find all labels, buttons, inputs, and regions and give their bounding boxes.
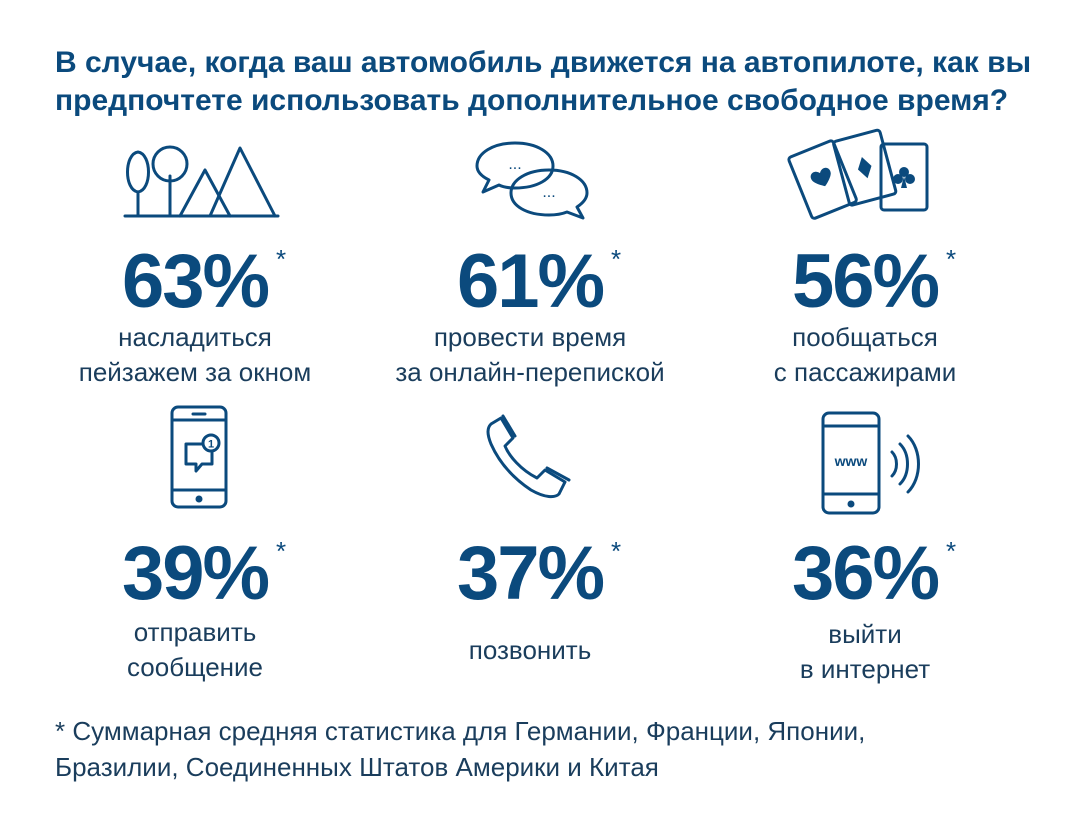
chat-dots-bottom: ... [542, 184, 555, 201]
stat-label-cards: пообщаться с пассажирами [773, 322, 957, 387]
asterisk: * [610, 536, 622, 566]
www-label: www [834, 453, 868, 469]
footnote-line-1: * Суммарная средняя статистика для Герма… [55, 716, 866, 746]
phone-www-icon: www [820, 410, 930, 520]
stat-label-message: отправить сообщение [126, 617, 263, 682]
stat-call: 37% * позвонить [360, 402, 700, 692]
stat-internet: www 36% * выйти в интернет [695, 402, 1035, 692]
stat-cards: 56% * пообщаться с пассажирами [695, 128, 1035, 400]
page-title: В случае, когда ваш автомобиль движется … [55, 44, 1055, 120]
stat-label-chat: провести время за онлайн-перепиской [395, 322, 665, 387]
message-count: 1 [208, 439, 214, 451]
phone-message-icon: 1 [169, 404, 231, 510]
stat-label-landscape: насладиться пейзажем за окном [78, 322, 312, 387]
landscape-icon [120, 140, 280, 220]
title-line-2: предпочтете использовать дополнительное … [55, 84, 1009, 117]
asterisk: * [275, 536, 287, 566]
title-line-1: В случае, когда ваш автомобиль движется … [55, 46, 1032, 79]
stat-label-internet: выйти в интернет [799, 619, 931, 684]
asterisk: * [945, 244, 957, 274]
footnote-line-2: Бразилии, Соединенных Штатов Америки и К… [55, 752, 659, 782]
chat-bubbles-icon: ... ... [475, 140, 595, 225]
stat-message: 1 39% * отправить сообщение [25, 402, 365, 692]
stat-value-internet: 36% * [791, 531, 957, 616]
footnote: * Суммарная средняя статистика для Герма… [55, 713, 1055, 785]
chat-dots-top: ... [508, 156, 521, 173]
asterisk: * [610, 244, 622, 274]
telephone-handset-icon [485, 414, 580, 501]
stat-chat: ... ... 61% * провести время за онлайн-пе… [360, 140, 700, 400]
stat-value-message: 39% * [121, 531, 287, 616]
stat-landscape: 63% * насладиться пейзажем за окном [25, 140, 365, 400]
stat-value-cards: 56% * [791, 239, 957, 324]
playing-cards-icon [783, 128, 943, 227]
stat-value-landscape: 63% * [121, 239, 287, 324]
stat-value-chat: 61% * [456, 239, 622, 324]
asterisk: * [945, 536, 957, 566]
stat-value-call: 37% * [456, 531, 622, 616]
asterisk: * [275, 244, 287, 274]
stat-label-call: позвонить [468, 635, 592, 665]
